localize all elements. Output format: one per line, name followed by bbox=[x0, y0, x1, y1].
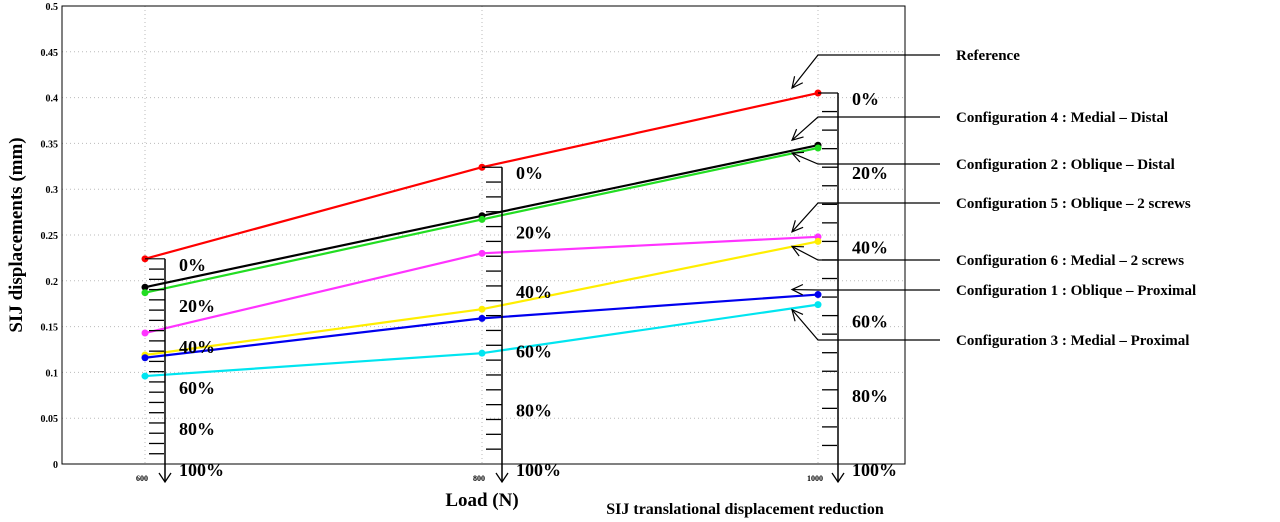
leader-arrow bbox=[790, 283, 804, 296]
series-3 bbox=[141, 144, 822, 297]
series-7 bbox=[141, 301, 822, 380]
data-point bbox=[478, 305, 486, 313]
scale-percent-label: 60% bbox=[852, 312, 888, 332]
scale-percent-label: 60% bbox=[516, 341, 552, 361]
leader-arrow bbox=[790, 151, 805, 163]
reduction-scale-800: 0% 20% 40% 60% 80% 100% bbox=[482, 163, 561, 484]
data-point bbox=[141, 329, 149, 337]
leader-line bbox=[791, 116, 940, 141]
reduction-scale-1000: 0% 20% 40% 60% 80% 100% bbox=[818, 89, 897, 484]
leader-line bbox=[791, 152, 940, 165]
scale-percent-label: 20% bbox=[179, 296, 215, 316]
y-axis-ticks: 0 0.05 0.1 0.15 0.2 0.25 0.3 0.35 0.4 0.45 0.5 bbox=[41, 2, 59, 471]
data-point bbox=[478, 349, 486, 357]
x-axis-label: Load (N) bbox=[445, 490, 518, 511]
leader-line bbox=[791, 309, 940, 341]
x-tick-label: 1000 bbox=[807, 474, 823, 483]
config-label-4: Configuration 5 : Oblique – 2 screws bbox=[791, 196, 1191, 233]
scale-percent-label: 40% bbox=[179, 337, 215, 357]
scale-percent-label: 80% bbox=[179, 419, 215, 439]
scale-percent-label: 0% bbox=[516, 163, 543, 183]
config-label-6: Configuration 1 : Oblique – Proximal bbox=[790, 283, 1196, 299]
data-point bbox=[478, 249, 486, 257]
y-tick-label: 0.25 bbox=[41, 231, 59, 242]
y-tick-label: 0.15 bbox=[41, 323, 59, 334]
leader-arrow bbox=[790, 245, 805, 257]
y-tick-label: 0.3 bbox=[46, 185, 59, 196]
leader-arrow bbox=[791, 308, 804, 322]
config-label-text: Reference bbox=[956, 48, 1020, 64]
series-6 bbox=[141, 291, 822, 362]
y-tick-label: 0.4 bbox=[46, 94, 59, 105]
scale-percent-label: 0% bbox=[179, 255, 206, 275]
config-label-1: Reference bbox=[791, 48, 1020, 90]
scale-arrow bbox=[495, 472, 509, 484]
scale-percent-label: 60% bbox=[179, 378, 215, 398]
config-label-text: Configuration 1 : Oblique – Proximal bbox=[956, 283, 1196, 299]
scale-percent-label: 80% bbox=[852, 386, 888, 406]
series-line bbox=[144, 91, 819, 260]
scale-percent-label: 80% bbox=[516, 401, 552, 421]
plot-area-frame bbox=[61, 5, 906, 465]
config-label-text: Configuration 5 : Oblique – 2 screws bbox=[956, 196, 1191, 212]
config-label-text: Configuration 3 : Medial – Proximal bbox=[956, 333, 1189, 349]
data-point bbox=[478, 314, 486, 322]
x-axis-ticks: 600 800 1000 bbox=[136, 474, 823, 483]
config-label-text: Configuration 6 : Medial – 2 screws bbox=[956, 253, 1184, 269]
config-label-5: Configuration 6 : Medial – 2 screws bbox=[790, 245, 1184, 269]
y-tick-label: 0.1 bbox=[46, 368, 59, 379]
leader-arrow bbox=[791, 220, 804, 233]
y-tick-label: 0.5 bbox=[46, 2, 59, 13]
data-point bbox=[141, 354, 149, 362]
data-point bbox=[141, 289, 149, 297]
x-tick-label: 800 bbox=[473, 474, 485, 483]
reduction-scale-title: SIJ translational displacement reduction bbox=[606, 501, 884, 518]
reduction-scales: 0% 20% 40% 60% 80% 100% 0% 20% 40% 60% 80% 100% 0% 20… bbox=[145, 89, 897, 484]
scale-percent-label: 100% bbox=[852, 460, 897, 480]
data-point bbox=[814, 301, 822, 309]
y-tick-label: 0 bbox=[53, 460, 58, 471]
leader-line bbox=[791, 54, 940, 89]
y-tick-label: 0.35 bbox=[41, 139, 59, 150]
reduction-scale-600: 0% 20% 40% 60% 80% 100% bbox=[145, 255, 224, 484]
leader-line bbox=[791, 245, 940, 261]
scale-percent-label: 40% bbox=[852, 237, 888, 257]
data-point bbox=[478, 215, 486, 223]
scale-percent-label: 100% bbox=[179, 460, 224, 480]
scale-percent-label: 20% bbox=[852, 163, 888, 183]
data-point bbox=[814, 144, 822, 152]
leader-arrow bbox=[790, 128, 804, 142]
leader-line bbox=[791, 202, 940, 233]
scale-percent-label: 100% bbox=[516, 460, 561, 480]
series-1 bbox=[141, 89, 822, 263]
config-label-text: Configuration 4 : Medial – Distal bbox=[956, 110, 1168, 126]
configuration-labels: Reference Configuration 4 : Medial – Dist… bbox=[790, 48, 1196, 349]
x-tick-label: 600 bbox=[136, 474, 148, 483]
scale-percent-label: 0% bbox=[852, 89, 879, 109]
data-point bbox=[814, 291, 822, 299]
y-tick-label: 0.45 bbox=[41, 48, 59, 59]
scale-arrow bbox=[831, 472, 845, 484]
config-label-text: Configuration 2 : Oblique – Distal bbox=[956, 157, 1175, 173]
scale-percent-label: 40% bbox=[516, 282, 552, 302]
leader-arrow bbox=[791, 76, 804, 90]
scale-arrow bbox=[158, 472, 172, 484]
data-point bbox=[141, 372, 149, 380]
config-label-7: Configuration 3 : Medial – Proximal bbox=[791, 308, 1189, 349]
y-tick-label: 0.2 bbox=[46, 277, 59, 288]
scale-percent-label: 20% bbox=[516, 223, 552, 243]
config-label-2: Configuration 4 : Medial – Distal bbox=[790, 110, 1168, 142]
y-tick-label: 0.05 bbox=[41, 414, 59, 425]
series-lines bbox=[141, 89, 822, 380]
y-axis-label: SIJ displacements (mm) bbox=[6, 137, 27, 332]
data-point bbox=[814, 237, 822, 245]
data-point bbox=[141, 283, 149, 291]
config-label-3: Configuration 2 : Oblique – Distal bbox=[790, 151, 1175, 173]
